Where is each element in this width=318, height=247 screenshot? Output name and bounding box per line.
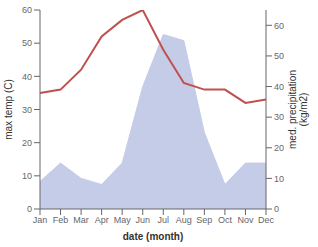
svg-text:Jul: Jul	[158, 215, 170, 225]
svg-text:60: 60	[22, 5, 32, 15]
svg-text:40: 40	[22, 72, 32, 82]
svg-text:Oct: Oct	[218, 215, 233, 225]
svg-text:0: 0	[27, 204, 32, 214]
svg-text:20: 20	[22, 138, 32, 148]
svg-text:Feb: Feb	[53, 215, 69, 225]
svg-text:Aug: Aug	[176, 215, 192, 225]
svg-text:max temp (C): max temp (C)	[8, 79, 14, 140]
svg-text:60: 60	[274, 21, 284, 31]
svg-text:40: 40	[274, 82, 284, 92]
svg-text:50: 50	[274, 51, 284, 61]
svg-text:Jun: Jun	[135, 215, 150, 225]
svg-text:30: 30	[22, 105, 32, 115]
svg-text:Dec: Dec	[258, 215, 275, 225]
svg-text:Mar: Mar	[73, 215, 89, 225]
svg-text:50: 50	[22, 38, 32, 48]
svg-text:med. precipitation(kg/m2): med. precipitation(kg/m2)	[287, 70, 309, 149]
svg-text:Apr: Apr	[95, 215, 109, 225]
svg-text:Nov: Nov	[237, 215, 254, 225]
svg-text:Jan: Jan	[33, 215, 48, 225]
svg-text:0: 0	[274, 204, 279, 214]
svg-text:10: 10	[22, 171, 32, 181]
svg-text:20: 20	[274, 143, 284, 153]
svg-text:May: May	[114, 215, 132, 225]
svg-text:date (month): date (month)	[123, 231, 184, 242]
svg-text:Sep: Sep	[196, 215, 212, 225]
svg-text:10: 10	[274, 174, 284, 184]
svg-text:30: 30	[274, 112, 284, 122]
